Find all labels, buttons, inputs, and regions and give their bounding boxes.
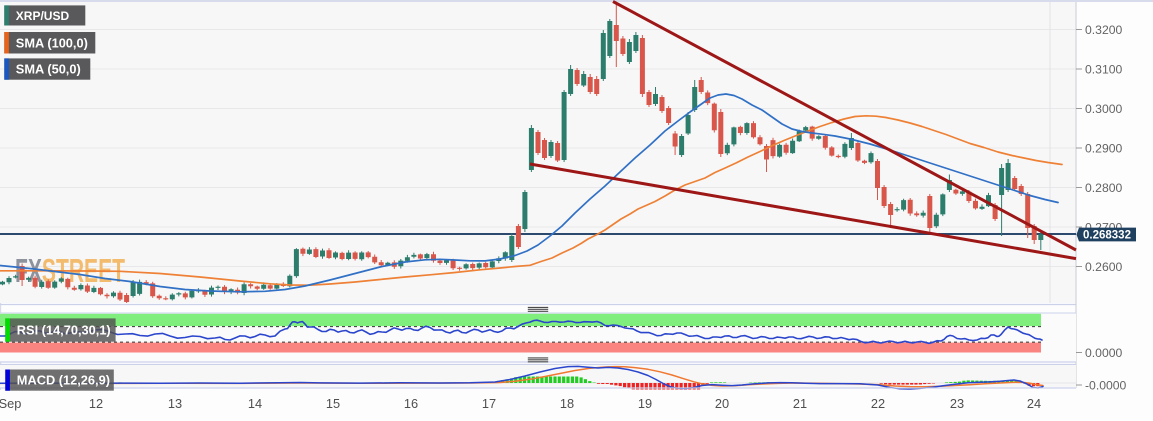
svg-text:0.0000: 0.0000 <box>1085 346 1122 360</box>
svg-text:MACD (12,26,9): MACD (12,26,9) <box>17 373 110 388</box>
svg-text:0.3000: 0.3000 <box>1085 102 1122 116</box>
svg-text:23: 23 <box>950 396 964 411</box>
svg-text:0.268332: 0.268332 <box>1083 230 1131 242</box>
svg-text:0.2800: 0.2800 <box>1085 181 1122 195</box>
svg-text:SMA (100,0): SMA (100,0) <box>16 35 88 50</box>
svg-text:RSI (14,70,30,1): RSI (14,70,30,1) <box>17 323 111 338</box>
svg-text:19: 19 <box>638 396 652 411</box>
svg-text:-0.0000: -0.0000 <box>1085 378 1127 392</box>
svg-text:24: 24 <box>1027 396 1041 411</box>
svg-text:12: 12 <box>89 396 103 411</box>
svg-text:22: 22 <box>871 396 885 411</box>
svg-text:Sep: Sep <box>0 396 21 411</box>
svg-text:17: 17 <box>482 396 496 411</box>
svg-text:XRP/USD: XRP/USD <box>16 9 70 23</box>
svg-text:21: 21 <box>793 396 807 411</box>
svg-text:16: 16 <box>404 396 418 411</box>
svg-text:0.3200: 0.3200 <box>1085 23 1122 37</box>
svg-text:0.2600: 0.2600 <box>1085 260 1122 274</box>
svg-text:0.3100: 0.3100 <box>1085 62 1122 76</box>
svg-text:18: 18 <box>560 396 574 411</box>
svg-text:0.2900: 0.2900 <box>1085 141 1122 155</box>
svg-text:20: 20 <box>715 396 729 411</box>
svg-text:13: 13 <box>168 396 182 411</box>
svg-text:15: 15 <box>326 396 340 411</box>
svg-text:14: 14 <box>248 396 262 411</box>
svg-text:SMA (50,0): SMA (50,0) <box>16 62 81 77</box>
